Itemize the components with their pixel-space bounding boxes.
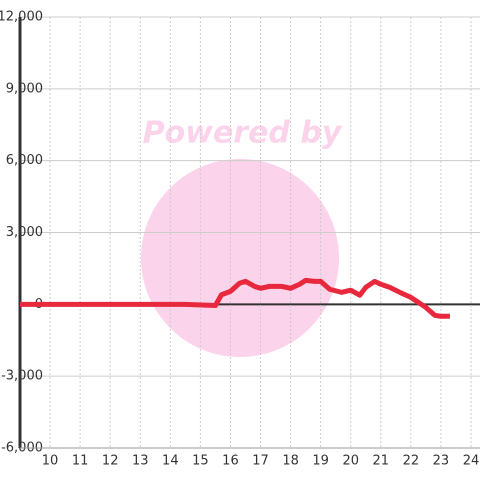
x-tick-label: 20 — [342, 454, 359, 469]
x-tick-label: 17 — [252, 454, 269, 469]
x-tick-label: 19 — [312, 454, 329, 469]
x-tick-label: 24 — [463, 454, 480, 469]
y-tick-label: -3,000 — [1, 369, 43, 384]
x-tick-label: 22 — [403, 454, 420, 469]
x-tick-label: 21 — [373, 454, 390, 469]
watermark: Powered by — [143, 116, 343, 151]
x-tick-label: 15 — [192, 454, 209, 469]
x-tick-label: 10 — [42, 454, 59, 469]
y-tick-label: 9,000 — [6, 81, 43, 96]
y-tick-label: 3,000 — [6, 225, 43, 240]
line-series — [20, 277, 450, 319]
x-tick-label: 16 — [222, 454, 239, 469]
watermark-logo — [141, 159, 339, 357]
x-tick-label: 23 — [433, 454, 450, 469]
x-tick-label: 18 — [282, 454, 299, 469]
x-tick-label: 14 — [162, 454, 179, 469]
x-tick-label: 13 — [132, 454, 149, 469]
x-tick-label: 11 — [72, 454, 89, 469]
y-tick-label: 6,000 — [6, 153, 43, 168]
x-tick-label: 12 — [102, 454, 119, 469]
